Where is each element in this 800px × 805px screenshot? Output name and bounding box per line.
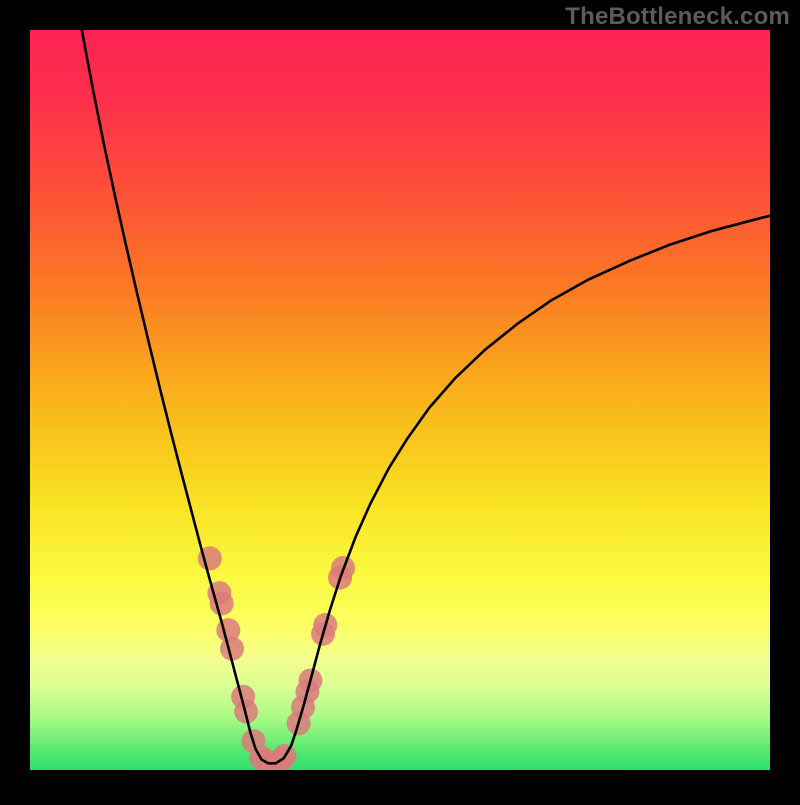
plot-background xyxy=(30,30,770,770)
chart-stage xyxy=(0,0,800,800)
chart-svg xyxy=(0,0,800,800)
